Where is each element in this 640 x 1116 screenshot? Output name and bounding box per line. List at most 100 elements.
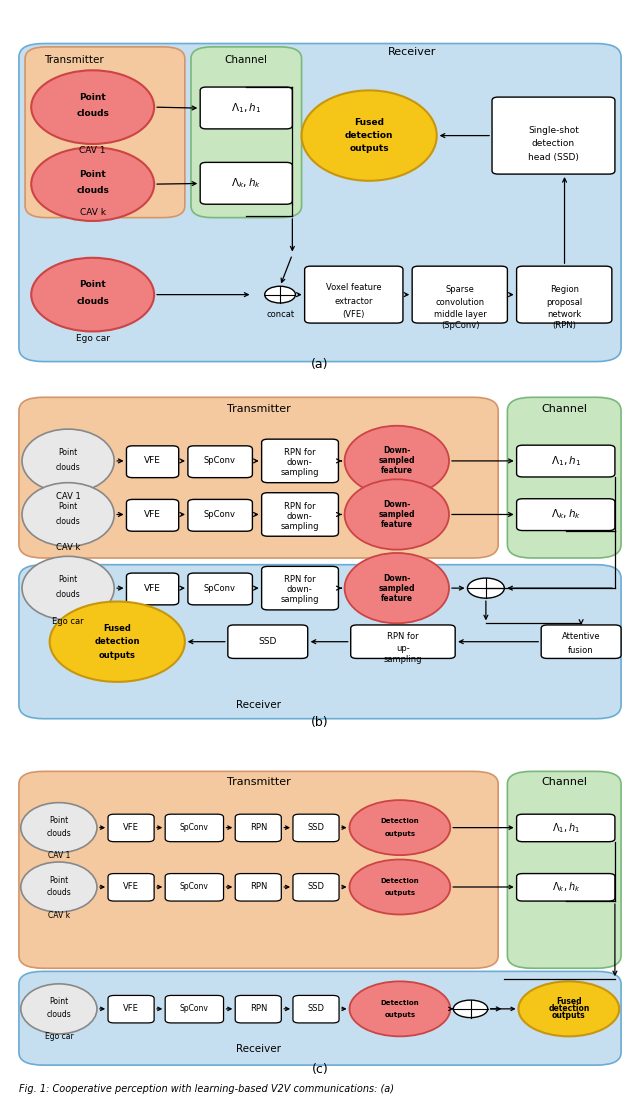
Text: Sparse: Sparse [445, 285, 474, 295]
FancyBboxPatch shape [19, 565, 621, 719]
Text: (VFE): (VFE) [342, 310, 365, 319]
FancyBboxPatch shape [262, 440, 339, 483]
Text: down-: down- [287, 458, 312, 468]
Text: Ego car: Ego car [45, 1032, 73, 1041]
Ellipse shape [301, 90, 436, 181]
FancyBboxPatch shape [165, 995, 223, 1023]
FancyBboxPatch shape [108, 995, 154, 1023]
Text: SpConv: SpConv [180, 883, 209, 892]
Text: detection: detection [345, 131, 394, 141]
FancyBboxPatch shape [165, 874, 223, 901]
Ellipse shape [349, 981, 451, 1037]
FancyBboxPatch shape [127, 574, 179, 605]
FancyBboxPatch shape [19, 44, 621, 362]
Text: sampling: sampling [280, 595, 319, 605]
Text: sampled: sampled [378, 510, 415, 519]
Text: VFE: VFE [123, 824, 139, 833]
Text: Transmitter: Transmitter [44, 56, 104, 65]
FancyBboxPatch shape [19, 771, 498, 969]
Text: Receiver: Receiver [236, 701, 281, 710]
Text: middle layer: middle layer [434, 310, 486, 319]
Text: feature: feature [381, 466, 413, 475]
FancyBboxPatch shape [351, 625, 455, 658]
FancyBboxPatch shape [516, 499, 615, 530]
Text: Point: Point [79, 280, 106, 289]
FancyBboxPatch shape [492, 97, 615, 174]
Text: Down-: Down- [383, 500, 410, 509]
Text: $\Lambda_k, h_k$: $\Lambda_k, h_k$ [552, 881, 580, 894]
FancyBboxPatch shape [228, 625, 308, 658]
FancyBboxPatch shape [108, 874, 154, 901]
Text: SpConv: SpConv [204, 456, 236, 465]
FancyBboxPatch shape [191, 47, 301, 218]
Text: Point: Point [58, 575, 77, 585]
Ellipse shape [22, 430, 114, 493]
FancyBboxPatch shape [516, 266, 612, 324]
Text: Point: Point [49, 876, 68, 885]
Text: CAV k: CAV k [79, 208, 106, 218]
Text: Attentive: Attentive [562, 632, 600, 642]
Text: Ego car: Ego car [52, 617, 84, 626]
Ellipse shape [344, 554, 449, 623]
Text: proposal: proposal [547, 298, 582, 307]
Text: $\Lambda_1, h_1$: $\Lambda_1, h_1$ [552, 820, 580, 835]
Ellipse shape [22, 483, 114, 547]
Text: sampled: sampled [378, 584, 415, 593]
FancyBboxPatch shape [108, 815, 154, 841]
Text: fusion: fusion [568, 645, 594, 655]
Text: VFE: VFE [144, 456, 161, 465]
Text: (RPN): (RPN) [552, 321, 577, 330]
FancyBboxPatch shape [127, 446, 179, 478]
Text: RPN for: RPN for [284, 448, 316, 458]
Text: convolution: convolution [436, 298, 484, 307]
Text: VFE: VFE [123, 1004, 139, 1013]
Text: clouds: clouds [76, 109, 109, 118]
Ellipse shape [22, 557, 114, 620]
Text: outputs: outputs [99, 651, 136, 660]
Text: feature: feature [381, 594, 413, 603]
Ellipse shape [31, 258, 154, 331]
Text: feature: feature [381, 520, 413, 529]
Text: concat: concat [266, 310, 294, 319]
Text: outputs: outputs [384, 831, 415, 837]
Text: clouds: clouds [47, 888, 71, 897]
Text: extractor: extractor [335, 297, 373, 306]
FancyBboxPatch shape [188, 500, 252, 531]
Text: Detection: Detection [381, 818, 419, 825]
FancyBboxPatch shape [200, 87, 292, 129]
Text: Channel: Channel [541, 778, 587, 787]
Text: Channel: Channel [225, 56, 268, 65]
Ellipse shape [349, 800, 451, 855]
Text: Transmitter: Transmitter [227, 778, 291, 787]
Text: CAV 1: CAV 1 [48, 852, 70, 860]
Text: CAV k: CAV k [48, 911, 70, 920]
Text: clouds: clouds [76, 186, 109, 195]
Circle shape [467, 578, 504, 598]
Text: sampling: sampling [384, 655, 422, 664]
Ellipse shape [20, 802, 97, 853]
Text: clouds: clouds [56, 590, 81, 599]
Text: Down-: Down- [383, 446, 410, 455]
Text: detection: detection [532, 140, 575, 148]
Text: CAV k: CAV k [56, 543, 80, 552]
Text: Detection: Detection [381, 878, 419, 884]
Text: RPN for: RPN for [284, 575, 316, 585]
Text: Fused: Fused [103, 624, 131, 633]
Text: Single-shot: Single-shot [528, 126, 579, 135]
Text: sampled: sampled [378, 456, 415, 465]
FancyBboxPatch shape [293, 815, 339, 841]
FancyBboxPatch shape [305, 266, 403, 324]
FancyBboxPatch shape [262, 567, 339, 609]
Text: outputs: outputs [384, 1012, 415, 1018]
FancyBboxPatch shape [236, 815, 282, 841]
Text: RPN: RPN [250, 1004, 268, 1013]
FancyBboxPatch shape [412, 266, 508, 324]
FancyBboxPatch shape [200, 162, 292, 204]
Text: CAV 1: CAV 1 [56, 491, 81, 501]
Text: outputs: outputs [552, 1011, 586, 1020]
Text: $\Lambda_k, h_k$: $\Lambda_k, h_k$ [231, 176, 261, 191]
FancyBboxPatch shape [127, 500, 179, 531]
FancyBboxPatch shape [262, 493, 339, 537]
Text: network: network [547, 310, 582, 319]
Text: detection: detection [95, 637, 140, 646]
